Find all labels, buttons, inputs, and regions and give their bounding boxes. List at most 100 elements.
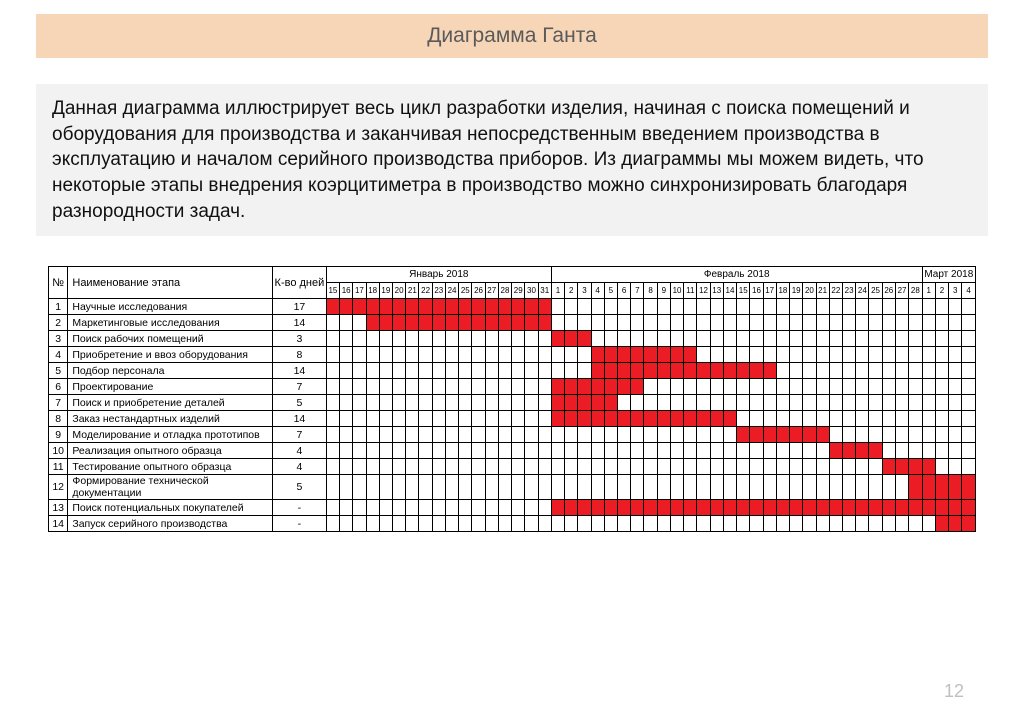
gantt-cell	[393, 516, 406, 532]
gantt-cell	[670, 459, 683, 475]
gantt-cell	[962, 427, 976, 443]
gantt-cell	[882, 363, 895, 379]
gantt-cell	[379, 379, 392, 395]
gantt-cell	[922, 315, 935, 331]
gantt-cell	[684, 315, 697, 331]
gantt-cell	[472, 427, 485, 443]
gantt-cell	[366, 516, 379, 532]
gantt-cell	[604, 331, 617, 347]
gantt-cell	[379, 475, 392, 500]
gantt-cell	[882, 475, 895, 500]
gantt-cell	[340, 347, 353, 363]
gantt-cell	[538, 395, 551, 411]
day-header: 2	[935, 283, 948, 299]
gantt-cell	[869, 427, 882, 443]
gantt-cell	[803, 443, 816, 459]
gantt-cell	[949, 459, 962, 475]
gantt-cell	[644, 299, 657, 315]
gantt-cell	[618, 379, 631, 395]
gantt-cell	[962, 363, 976, 379]
gantt-cell	[618, 443, 631, 459]
gantt-cell	[498, 347, 511, 363]
gantt-cell	[525, 459, 538, 475]
gantt-cell	[962, 500, 976, 516]
day-header: 26	[472, 283, 485, 299]
gantt-cell	[670, 475, 683, 500]
day-header: 3	[949, 283, 962, 299]
task-num: 12	[49, 475, 68, 500]
gantt-cell	[512, 475, 525, 500]
gantt-cell	[763, 299, 776, 315]
gantt-cell	[604, 347, 617, 363]
gantt-cell	[750, 443, 763, 459]
gantt-cell	[366, 299, 379, 315]
gantt-cell	[459, 347, 472, 363]
gantt-cell	[829, 500, 842, 516]
gantt-cell	[922, 411, 935, 427]
gantt-cell	[816, 443, 829, 459]
task-num: 13	[49, 500, 68, 516]
gantt-cell	[644, 315, 657, 331]
gantt-cell	[432, 363, 445, 379]
gantt-cell	[379, 363, 392, 379]
gantt-cell	[737, 516, 750, 532]
gantt-cell	[829, 331, 842, 347]
gantt-cell	[565, 411, 578, 427]
gantt-cell	[644, 427, 657, 443]
gantt-cell	[353, 347, 366, 363]
gantt-cell	[790, 427, 803, 443]
gantt-cell	[631, 315, 644, 331]
gantt-cell	[922, 299, 935, 315]
gantt-cell	[445, 475, 458, 500]
gantt-cell	[657, 331, 670, 347]
gantt-cell	[710, 331, 723, 347]
gantt-cell	[353, 500, 366, 516]
gantt-cell	[631, 363, 644, 379]
gantt-cell	[684, 347, 697, 363]
gantt-cell	[604, 475, 617, 500]
gantt-cell	[618, 299, 631, 315]
gantt-cell	[723, 427, 736, 443]
gantt-cell	[869, 459, 882, 475]
gantt-cell	[340, 315, 353, 331]
gantt-cell	[538, 347, 551, 363]
gantt-cell	[684, 395, 697, 411]
gantt-cell	[326, 331, 339, 347]
gantt-cell	[697, 427, 710, 443]
gantt-cell	[644, 475, 657, 500]
gantt-cell	[379, 500, 392, 516]
gantt-cell	[737, 331, 750, 347]
gantt-cell	[935, 411, 948, 427]
gantt-cell	[895, 315, 908, 331]
gantt-cell	[895, 347, 908, 363]
gantt-cell	[538, 363, 551, 379]
gantt-cell	[949, 347, 962, 363]
gantt-cell	[776, 347, 789, 363]
day-header: 7	[631, 283, 644, 299]
gantt-cell	[326, 443, 339, 459]
gantt-cell	[895, 459, 908, 475]
gantt-cell	[393, 500, 406, 516]
gantt-cell	[578, 363, 591, 379]
day-header: 20	[393, 283, 406, 299]
gantt-cell	[578, 299, 591, 315]
gantt-cell	[591, 459, 604, 475]
gantt-cell	[631, 500, 644, 516]
gantt-cell	[790, 347, 803, 363]
gantt-cell	[326, 427, 339, 443]
gantt-cell	[459, 331, 472, 347]
gantt-cell	[578, 427, 591, 443]
gantt-cell	[393, 395, 406, 411]
gantt-cell	[419, 395, 432, 411]
gantt-cell	[432, 500, 445, 516]
gantt-cell	[710, 516, 723, 532]
gantt-cell	[591, 411, 604, 427]
gantt-cell	[419, 315, 432, 331]
task-row: 1Научные исследования17	[49, 299, 976, 315]
gantt-cell	[816, 379, 829, 395]
gantt-cell	[723, 347, 736, 363]
gantt-cell	[326, 395, 339, 411]
gantt-cell	[445, 379, 458, 395]
gantt-cell	[895, 500, 908, 516]
gantt-cell	[445, 459, 458, 475]
